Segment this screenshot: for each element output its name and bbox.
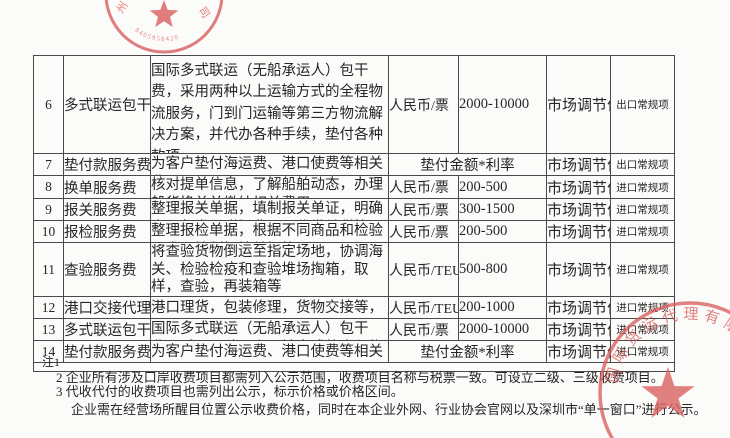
cell-fee-name: 垫付款服务费 bbox=[63, 153, 151, 176]
seal-serial-number: 8405958420 bbox=[134, 27, 179, 43]
cell-unit: 人民币/票 bbox=[388, 55, 459, 154]
cell-unit: 人民币/TEU bbox=[388, 296, 459, 319]
cell-description: 国际多式联运（无船承运人）包干费，采用两种以上运输方式的全程物流服务，门到门运输… bbox=[150, 55, 389, 154]
cell-price-range: 2000-10000 bbox=[458, 318, 547, 341]
cell-price-range: 200-500 bbox=[458, 175, 547, 199]
cell-description: 国际多式联运（无船承运人）包干费，采用两种以上运输方式的全程物流服务 bbox=[150, 318, 389, 341]
cell-price-range: 200-1000 bbox=[458, 296, 547, 319]
cell-unit: 人民币/TEU bbox=[388, 242, 459, 297]
description-text: 整理报检单据，根据不同商品和检验要求，填制报检单据等 bbox=[151, 222, 384, 239]
cell-category: 进口常规项 bbox=[610, 242, 675, 297]
cell-fee-name: 报检服务费 bbox=[63, 220, 151, 243]
cell-pricing-method: 市场调节价 bbox=[546, 242, 611, 297]
note-line-3: 3 代收代付的收费项目也需列出公示，标示价格或价格区间。 bbox=[56, 384, 404, 399]
cell-number: 12 bbox=[33, 296, 64, 319]
cell-pricing-method: 市场调节价 bbox=[546, 175, 611, 199]
cell-price-range: 300-1500 bbox=[458, 198, 547, 221]
description-text: 国际多式联运（无船承运人）包干费，采用两种以上运输方式的全程物流服务，门到门运输… bbox=[151, 62, 384, 153]
table-row: 8 换单服务费 核对提单信息，了解船舶动态，办理船货换单并缴纳相关费用 人民币/… bbox=[33, 175, 675, 199]
description-text: 核对提单信息，了解船舶动态，办理船货换单并缴纳相关费用 bbox=[151, 177, 384, 198]
cell-amount-formula: 垫付金额*利率 bbox=[388, 153, 547, 176]
cell-number: 14 bbox=[33, 340, 64, 363]
description-text: 港口理货，包装修理，货物交接等，办理货物交接手续 bbox=[151, 300, 384, 316]
cell-description: 为客户垫付海运费、港口使费等相关费用 bbox=[150, 340, 389, 363]
cell-price-range: 500-800 bbox=[458, 242, 547, 297]
cell-category: 进口常规项 bbox=[610, 296, 675, 319]
cell-price-range: 200-500 bbox=[458, 220, 547, 243]
company-seal-top: 州 司 8405958420 bbox=[104, 0, 224, 54]
table-row: 14 垫付款服务费 为客户垫付海运费、港口使费等相关费用 垫付金额*利率 市场调… bbox=[33, 340, 675, 363]
cell-pricing-method: 市场调节价 bbox=[546, 296, 611, 319]
cell-pricing-method: 市场调节价 bbox=[546, 153, 611, 176]
table-row: 7 垫付款服务费 为客户垫付海运费、港口使费等相关费用 垫付金额*利率 市场调节… bbox=[33, 153, 675, 176]
cell-number: 7 bbox=[33, 153, 64, 176]
cell-unit: 人民币/票 bbox=[388, 198, 459, 221]
description-text: 将查验货物倒运至指定场地，协调海关、检验检疫和查验堆场掏箱，取样，查验，再装箱等 bbox=[151, 244, 384, 295]
seal-side-glyph: 司 bbox=[196, 5, 212, 21]
table-row: 11 查验服务费 将查验货物倒运至指定场地，协调海关、检验检疫和查验堆场掏箱，取… bbox=[33, 242, 675, 297]
cell-description: 港口理货，包装修理，货物交接等，办理货物交接手续 bbox=[150, 296, 389, 319]
cell-number: 11 bbox=[33, 242, 64, 297]
cell-fee-name: 多式联运包干费 bbox=[63, 318, 151, 341]
note-line-2: 2 企业所有涉及口岸收费项目都需列入公示范围，收费项目名称与税票一致。可设立二级… bbox=[56, 370, 664, 385]
table-row: 13 多式联运包干费 国际多式联运（无船承运人）包干费，采用两种以上运输方式的全… bbox=[33, 318, 675, 341]
table-row: 12 港口交接代理 港口理货，包装修理，货物交接等，办理货物交接手续 人民币/T… bbox=[33, 296, 675, 319]
description-text: 国际多式联运（无船承运人）包干费，采用两种以上运输方式的全程物流服务 bbox=[151, 320, 369, 337]
seal-side-glyph: 州 bbox=[115, 0, 131, 16]
cell-price-range: 2000-10000 bbox=[458, 55, 547, 154]
cell-category: 进口常规项 bbox=[610, 318, 675, 341]
cell-number: 9 bbox=[33, 198, 64, 221]
cell-unit: 人民币/票 bbox=[388, 318, 459, 341]
note-label-1: 注1 bbox=[42, 355, 61, 369]
seal-ring bbox=[104, 0, 224, 54]
cell-number: 10 bbox=[33, 220, 64, 243]
description-text: 为客户垫付海运费、港口使费等相关费用 bbox=[151, 343, 384, 360]
table-row: 6 多式联运包干费 国际多式联运（无船承运人）包干费，采用两种以上运输方式的全程… bbox=[33, 55, 675, 154]
cell-pricing-method: 市场调节价 bbox=[546, 220, 611, 243]
cell-description: 将查验货物倒运至指定场地，协调海关、检验检疫和查验堆场掏箱，取样，查验，再装箱等 bbox=[150, 242, 389, 297]
cell-category: 出口常规项 bbox=[610, 55, 675, 154]
table-row: 10 报检服务费 整理报检单据，根据不同商品和检验要求，填制报检单据等 人民币/… bbox=[33, 220, 675, 243]
cell-unit: 人民币/票 bbox=[388, 220, 459, 243]
cell-fee-name: 报关服务费 bbox=[63, 198, 151, 221]
cell-category: 出口常规项 bbox=[610, 153, 675, 176]
cell-number: 6 bbox=[33, 55, 64, 154]
cell-category: 进口常规项 bbox=[610, 340, 675, 363]
fee-table: 6 多式联运包干费 国际多式联运（无船承运人）包干费，采用两种以上运输方式的全程… bbox=[33, 55, 675, 372]
cell-fee-name: 查验服务费 bbox=[63, 242, 151, 297]
svg-text:8405958420: 8405958420 bbox=[134, 27, 181, 43]
cell-fee-name: 港口交接代理 bbox=[63, 296, 151, 319]
cell-description: 整理报关单据，填制报关单证，明确商品归类及附加费用，代缴关税等 bbox=[150, 198, 389, 221]
cell-description: 核对提单信息，了解船舶动态，办理船货换单并缴纳相关费用 bbox=[150, 175, 389, 199]
cell-unit: 人民币/票 bbox=[388, 175, 459, 199]
cell-number: 13 bbox=[33, 318, 64, 341]
cell-fee-name: 换单服务费 bbox=[63, 175, 151, 199]
cell-description: 整理报检单据，根据不同商品和检验要求，填制报检单据等 bbox=[150, 220, 389, 243]
cell-description: 为客户垫付海运费、港口使费等相关费用 bbox=[150, 153, 389, 176]
description-text: 为客户垫付海运费、港口使费等相关费用 bbox=[151, 155, 384, 172]
cell-category: 进口常规项 bbox=[610, 175, 675, 199]
note-line-4: 企业需在经营场所醒目位置公示收费价格，同时在本企业外网、行业协会官网以及深圳市“… bbox=[71, 402, 707, 417]
cell-number: 8 bbox=[33, 175, 64, 199]
description-text: 整理报关单据，填制报关单证，明确商品归类及附加费用，代缴关税等 bbox=[151, 200, 384, 217]
seal-star-icon bbox=[149, 0, 179, 28]
cell-pricing-method: 市场调节价 bbox=[546, 55, 611, 154]
cell-pricing-method: 市场调节价 bbox=[546, 318, 611, 341]
table-row: 9 报关服务费 整理报关单据，填制报关单证，明确商品归类及附加费用，代缴关税等 … bbox=[33, 198, 675, 221]
cell-category: 进口常规项 bbox=[610, 220, 675, 243]
cell-fee-name: 多式联运包干费 bbox=[63, 55, 151, 154]
cell-pricing-method: 市场调节价 bbox=[546, 340, 611, 363]
cell-pricing-method: 市场调节价 bbox=[546, 198, 611, 221]
cell-amount-formula: 垫付金额*利率 bbox=[388, 340, 547, 363]
cell-fee-name: 垫付款服务费 bbox=[63, 340, 151, 363]
cell-category: 进口常规项 bbox=[610, 198, 675, 221]
